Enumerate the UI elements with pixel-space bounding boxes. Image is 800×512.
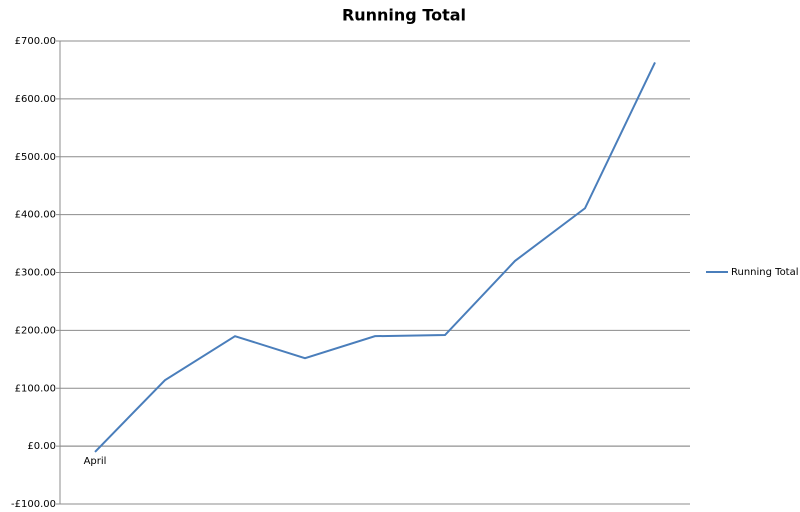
y-tick-label: £300.00 [15,268,56,279]
y-tick-label: £700.00 [15,36,56,47]
y-tick-label: £200.00 [15,325,56,336]
y-tick-label: £0.00 [27,441,56,452]
y-tick-label: £400.00 [15,210,56,221]
y-tick-label: £500.00 [15,152,56,163]
x-tick-label: April [84,456,107,467]
chart-title: Running Total [342,6,466,25]
legend-label: Running Total [731,267,799,278]
y-tick-label: £100.00 [15,383,56,394]
y-tick-label: £600.00 [15,94,56,105]
y-tick-label: -£100.00 [11,499,56,510]
line-series [94,61,656,453]
